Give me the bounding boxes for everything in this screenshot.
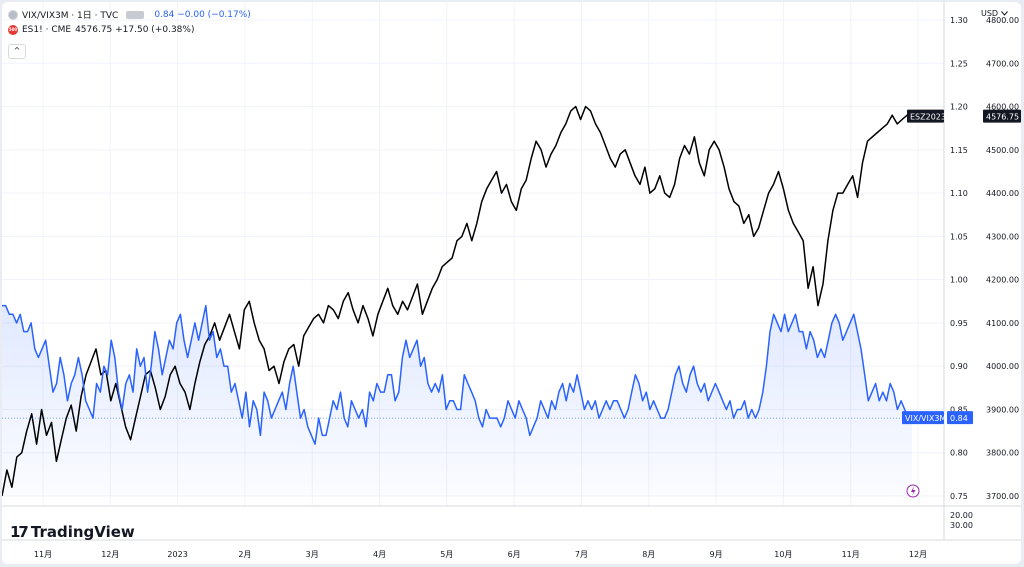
time-axis-tick-label: 6月	[508, 550, 521, 559]
left-axis-tick-label: 1.15	[950, 146, 968, 155]
sub-pane-tick-label: 30.00	[950, 521, 973, 530]
time-axis-tick-label: 5月	[440, 550, 453, 559]
vix-symbol-icon	[8, 9, 18, 20]
vix-last-value-tag-bg	[947, 411, 973, 425]
right-axis-tick-label: 3700.00	[986, 492, 1019, 501]
right-axis-tick-label: 4700.00	[986, 59, 1019, 68]
left-axis-tick-label: 1.30	[950, 16, 968, 25]
currency-button[interactable]: USD	[981, 9, 1008, 18]
right-axis-tick-label: 3900.00	[986, 405, 1019, 414]
es-last-value-tag-bg	[983, 109, 1021, 123]
left-axis-tick-label: 1.00	[950, 276, 968, 285]
tradingview-logo[interactable]: 17 TradingView	[10, 523, 135, 541]
left-axis-tick-label: 1.05	[950, 232, 968, 241]
left-axis-tick-label: 0.85	[950, 405, 968, 414]
left-axis-tick-label: 0.80	[950, 449, 968, 458]
left-axis-tick-label: 1.20	[950, 103, 968, 112]
right-axis-tick-label: 4200.00	[986, 276, 1019, 285]
left-axis-tick-label: 0.90	[950, 362, 968, 371]
right-axis-tick-label: 4500.00	[986, 146, 1019, 155]
visibility-toggle-icon[interactable]	[126, 10, 145, 19]
time-axis-tick-label: 8月	[642, 550, 655, 559]
right-axis-tick-label: 4000.00	[986, 362, 1019, 371]
vix-legend-title: VIX/VIX3M · 1日 · TVC	[22, 11, 119, 21]
es-series-name-tag: ESZ2023	[910, 113, 946, 122]
es-series-name-tag-bg	[907, 109, 944, 123]
time-axis-tick-label: 3月	[306, 550, 319, 559]
axes: 1.30 1.25 1.20 1.15 1.10 1.05 1.00 0.95 0.90 0.85…	[2, 2, 1021, 559]
left-axis-tick-label: 0.95	[950, 319, 968, 328]
left-axis-tick-label: 0.75	[950, 492, 968, 501]
time-axis-tick-label: 4月	[373, 550, 386, 559]
right-axis-tick-label: 3800.00	[986, 449, 1019, 458]
legend-es[interactable]: 500 ES1! · CME 4576.75 +17.50 (+0.38%)	[8, 25, 194, 35]
sp500-icon: 500	[8, 25, 18, 35]
time-axis-tick-label: 12月	[909, 550, 927, 559]
chevron-down-icon	[1001, 11, 1008, 16]
vix-area-fill	[2, 305, 912, 496]
left-axis-tick-label: 1.10	[950, 189, 968, 198]
time-axis-tick-label: 2月	[238, 550, 251, 559]
collapse-legend-button[interactable]: ^	[8, 44, 26, 59]
legend-vix[interactable]: VIX/VIX3M · 1日 · TVC 0.84 −0.00 (−0.17%)	[8, 8, 251, 21]
vix-area-layer	[2, 305, 912, 496]
time-axis-tick-label: 10月	[774, 550, 792, 559]
left-axis-tick-label: 1.25	[950, 59, 968, 68]
vix-last-value-tag: 0.84	[950, 414, 968, 423]
vix-series-name-tag-bg	[902, 411, 944, 425]
right-axis-tick-label: 4400.00	[986, 189, 1019, 198]
right-axis-tick-label: 4100.00	[986, 319, 1019, 328]
es-legend-values: 4576.75 +17.50 (+0.38%)	[75, 25, 195, 35]
logo-text: TradingView	[30, 523, 135, 541]
tv-logo-icon: 17	[10, 523, 29, 541]
vix-legend-values: 0.84 −0.00 (−0.17%)	[154, 9, 251, 20]
time-axis-tick-label: 11月	[842, 550, 860, 559]
right-axis-tick-label: 4800.00	[986, 16, 1019, 25]
time-axis-tick-label: 9月	[710, 550, 723, 559]
vix-series-line	[2, 304, 912, 445]
sub-pane-tick-label: 20.00	[950, 511, 973, 520]
es-series-line	[2, 105, 913, 497]
lightning-bolt-icon	[911, 486, 916, 496]
series-lines	[2, 105, 944, 497]
time-axis-tick-label: 2023	[167, 550, 187, 559]
es-last-value-tag: 4576.75	[986, 113, 1019, 122]
right-axis-tick-label: 4600.00	[986, 103, 1019, 112]
time-axis-tick-label: 12月	[101, 550, 119, 559]
time-axis-tick-label: 7月	[575, 550, 588, 559]
es-legend-title: ES1! · CME	[22, 25, 72, 35]
right-axis-tick-label: 4300.00	[986, 232, 1019, 241]
currency-label: USD	[981, 9, 999, 18]
vix-series-name-tag: VIX/VIX3M	[905, 414, 946, 423]
time-axis-tick-label: 11月	[34, 550, 52, 559]
